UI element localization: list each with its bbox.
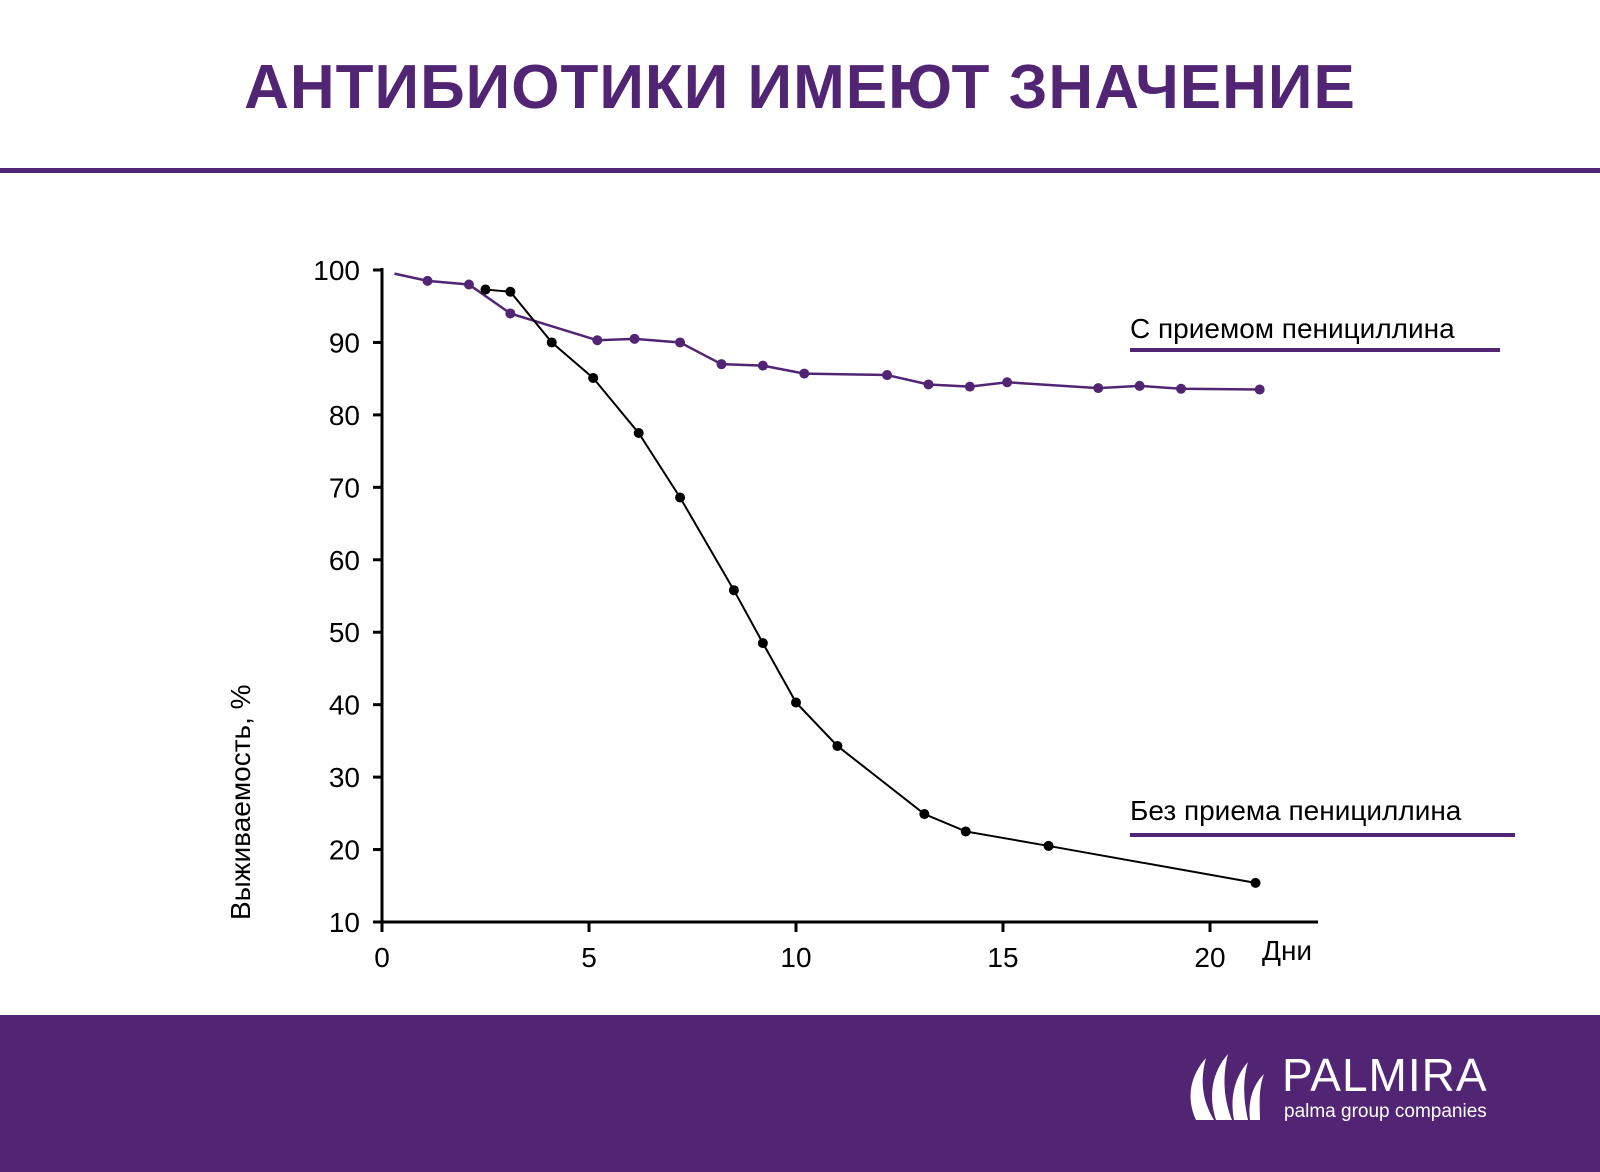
y-axis-label: Выживаемость, % [225, 684, 256, 920]
x-axis-label: Дни [1262, 935, 1312, 966]
data-point-series-1 [1176, 383, 1187, 394]
data-point-series-1 [1254, 384, 1265, 395]
data-point-series-1 [716, 359, 727, 370]
y-tick-label: 100 [313, 255, 360, 286]
data-point-series-2 [728, 585, 739, 596]
data-point-series-2 [480, 284, 491, 295]
palm-leaf-icon [1190, 1054, 1264, 1120]
data-point-series-2 [588, 372, 599, 383]
data-point-series-1 [1002, 377, 1013, 388]
logo-tagline: palma group companies [1284, 1101, 1487, 1122]
data-point-series-1 [799, 368, 810, 379]
x-tick-label: 5 [581, 942, 597, 973]
series-line-1 [394, 272, 1260, 391]
data-point-series-1 [882, 370, 893, 381]
survival-chart: 10 20 30 40 50 60 70 80 90 100 0 5 10 15 20 Дни Выживаем… [225, 255, 1515, 973]
data-point-series-2 [919, 809, 930, 820]
y-tick-label: 10 [329, 907, 360, 938]
x-tick-label: 10 [780, 942, 811, 973]
data-point-series-1 [675, 337, 686, 348]
data-point-series-1 [629, 333, 640, 344]
x-tick-label: 20 [1194, 942, 1225, 973]
y-tick-label: 80 [329, 400, 360, 431]
chart-labels: 10 20 30 40 50 60 70 80 90 100 0 5 10 15 20 Дни Выживаем… [225, 255, 1515, 973]
x-tick-label: 15 [987, 942, 1018, 973]
data-point-series-1 [463, 279, 474, 290]
y-tick-label: 30 [329, 762, 360, 793]
logo-name: PALMIRA [1282, 1049, 1488, 1101]
y-tick-label: 90 [329, 327, 360, 358]
title-divider [0, 168, 1600, 173]
page-title: АНТИБИОТИКИ ИМЕЮТ ЗНАЧЕНИЕ [244, 53, 1356, 122]
data-point-series-2 [791, 697, 801, 708]
data-point-series-2 [675, 492, 686, 503]
y-tick-label: 20 [329, 835, 360, 866]
data-point-series-1 [505, 308, 516, 319]
series-line-2 [485, 288, 1256, 884]
data-point-series-2 [1250, 877, 1261, 888]
y-tick-label: 60 [329, 545, 360, 576]
chart-axes [373, 268, 1318, 932]
data-point-series-2 [546, 337, 557, 348]
chart-series [394, 272, 1265, 888]
series-label-1: С приемом пенициллина [1130, 313, 1455, 344]
y-tick-label: 50 [329, 617, 360, 648]
data-point-series-2 [505, 286, 516, 297]
data-point-series-2 [633, 428, 644, 438]
data-point-series-1 [592, 335, 603, 346]
palmira-logo: PALMIRA palma group companies [1184, 1050, 1514, 1130]
data-point-series-1 [923, 379, 934, 390]
data-point-series-2 [960, 826, 971, 837]
data-point-series-1 [1134, 380, 1145, 391]
y-tick-label: 40 [329, 690, 360, 721]
series-label-2: Без приема пенициллина [1130, 795, 1462, 826]
footer-band [0, 1015, 1600, 1172]
y-tick-label: 70 [329, 472, 360, 503]
data-point-series-1 [757, 360, 768, 371]
data-point-series-1 [964, 381, 975, 392]
data-point-series-2 [757, 638, 768, 649]
data-point-series-2 [832, 740, 843, 751]
data-point-series-1 [1093, 383, 1104, 394]
data-point-series-1 [422, 275, 433, 286]
data-point-series-2 [1043, 840, 1054, 851]
x-tick-label: 0 [374, 942, 390, 973]
